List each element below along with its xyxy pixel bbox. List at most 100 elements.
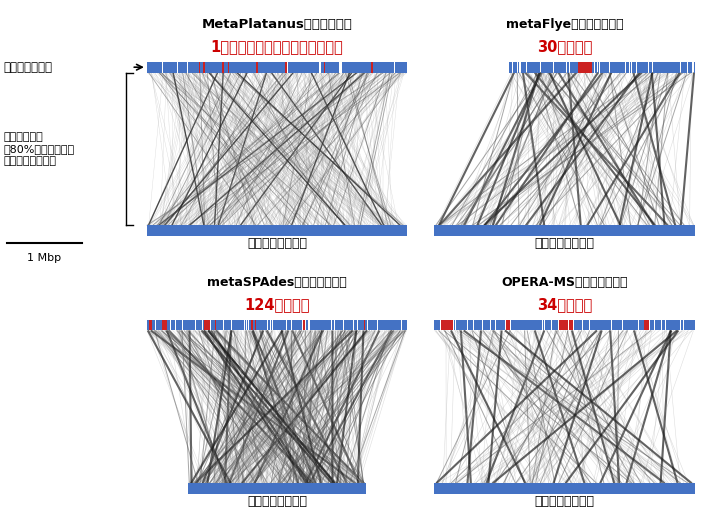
Bar — [199, 62, 200, 72]
Bar — [222, 320, 223, 330]
Bar — [285, 62, 287, 72]
Bar — [354, 320, 355, 330]
Bar — [157, 320, 160, 330]
Bar — [435, 483, 694, 494]
Text: metaSPAdes（既存ツール）: metaSPAdes（既存ツール） — [207, 276, 346, 289]
Bar — [552, 320, 558, 330]
Bar — [379, 320, 380, 330]
Bar — [623, 320, 638, 330]
Bar — [389, 320, 392, 330]
Bar — [684, 320, 692, 330]
Bar — [655, 320, 661, 330]
Bar — [378, 320, 379, 330]
Bar — [175, 320, 177, 330]
Bar — [309, 320, 310, 330]
Bar — [579, 62, 591, 72]
Bar — [332, 320, 334, 330]
Bar — [632, 62, 635, 72]
Bar — [302, 320, 304, 330]
Bar — [163, 320, 167, 330]
Bar — [310, 320, 311, 330]
Bar — [590, 320, 611, 330]
Bar — [394, 62, 395, 72]
Bar — [681, 62, 687, 72]
Bar — [319, 320, 321, 330]
Bar — [435, 320, 440, 330]
Bar — [637, 62, 648, 72]
Bar — [209, 320, 210, 330]
Bar — [287, 320, 289, 330]
Bar — [468, 320, 473, 330]
Bar — [256, 320, 264, 330]
Bar — [290, 320, 292, 330]
Bar — [383, 320, 384, 330]
Bar — [355, 320, 356, 330]
Text: 配列決定の結果: 配列決定の結果 — [4, 60, 53, 73]
Bar — [371, 62, 373, 72]
Bar — [610, 62, 625, 72]
Text: 124本に分断: 124本に分断 — [244, 297, 310, 312]
Bar — [386, 320, 389, 330]
Bar — [251, 320, 253, 330]
Bar — [334, 320, 337, 330]
Bar — [630, 62, 631, 72]
Bar — [667, 62, 680, 72]
Bar — [345, 320, 346, 330]
Bar — [598, 62, 599, 72]
Bar — [320, 62, 321, 72]
Bar — [692, 320, 694, 330]
Text: 近縁株の参照配列: 近縁株の参照配列 — [535, 237, 594, 250]
Text: 近縁株の参照配列: 近縁株の参照配列 — [247, 237, 307, 250]
Bar — [211, 320, 212, 330]
Bar — [403, 320, 407, 330]
Bar — [570, 62, 577, 72]
Bar — [347, 320, 348, 330]
Bar — [182, 320, 188, 330]
Bar — [373, 320, 374, 330]
Text: 配列の類似性
（80%以上）がある
箇所を灰色で表示: 配列の類似性 （80%以上）がある 箇所を灰色で表示 — [4, 132, 75, 166]
Bar — [513, 62, 517, 72]
Bar — [304, 320, 305, 330]
Bar — [322, 320, 331, 330]
Bar — [224, 320, 225, 330]
Bar — [611, 320, 623, 330]
Bar — [680, 320, 683, 330]
Text: 1 Mbp: 1 Mbp — [27, 253, 62, 263]
Bar — [558, 62, 566, 72]
Bar — [215, 320, 216, 330]
Bar — [338, 320, 340, 330]
Bar — [203, 320, 204, 330]
Bar — [435, 226, 694, 236]
Bar — [191, 320, 194, 330]
Bar — [241, 320, 244, 330]
Bar — [545, 320, 551, 330]
Bar — [194, 320, 195, 330]
Bar — [301, 320, 302, 330]
Bar — [511, 320, 525, 330]
Bar — [155, 320, 157, 330]
Bar — [282, 320, 285, 330]
Bar — [203, 62, 205, 72]
Bar — [645, 320, 650, 330]
Bar — [295, 320, 297, 330]
Bar — [225, 320, 226, 330]
Bar — [324, 62, 325, 72]
Bar — [574, 320, 582, 330]
Bar — [305, 320, 308, 330]
Bar — [313, 320, 317, 330]
Bar — [402, 320, 403, 330]
Bar — [287, 62, 288, 72]
Bar — [484, 320, 486, 330]
Bar — [608, 62, 609, 72]
Bar — [491, 320, 495, 330]
Bar — [650, 320, 655, 330]
Bar — [342, 320, 344, 330]
Bar — [639, 320, 643, 330]
Bar — [177, 62, 178, 72]
Bar — [365, 320, 367, 330]
Bar — [339, 62, 342, 72]
Bar — [559, 320, 568, 330]
Bar — [340, 320, 341, 330]
Bar — [178, 320, 182, 330]
Bar — [599, 62, 606, 72]
